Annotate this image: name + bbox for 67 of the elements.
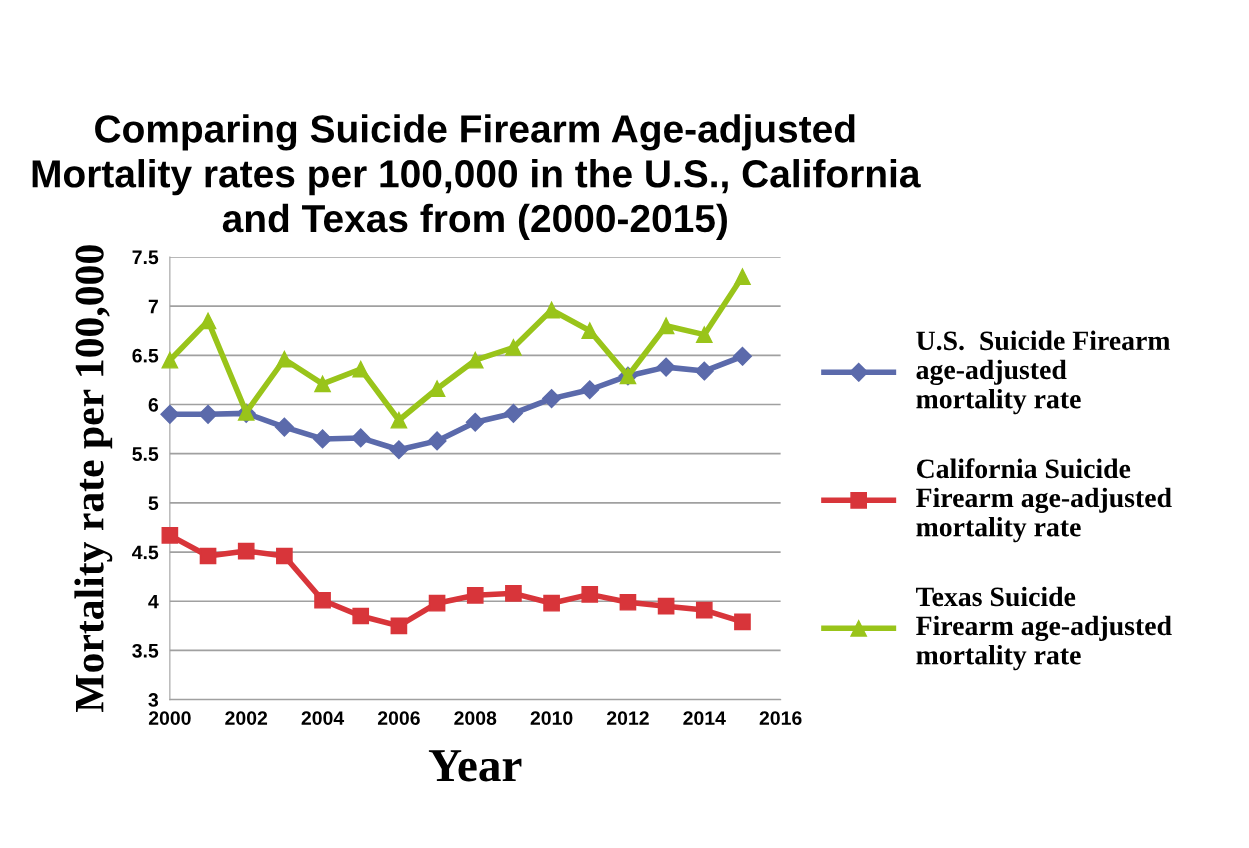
point: [657, 317, 675, 335]
point: [543, 301, 560, 319]
y-axis-title: Mortality rate per 100,000: [74, 245, 113, 713]
point: [581, 586, 599, 603]
point: [352, 607, 370, 625]
point: [465, 412, 485, 432]
point: [314, 591, 331, 609]
point: [352, 360, 370, 378]
y-tick-label: 6: [148, 397, 159, 412]
point: [732, 346, 752, 366]
y-tick-label: 4.5: [132, 545, 159, 560]
point: [161, 351, 179, 369]
point: [695, 601, 713, 619]
point: [505, 339, 522, 356]
y-tick-label: 5.5: [132, 447, 159, 461]
legend-label: Texas Suicide Firearm age-adjusted mortality rate: [916, 586, 1172, 671]
y-tick-label: 4: [148, 594, 159, 609]
y-tick-label: 3.5: [132, 643, 159, 658]
point: [619, 593, 637, 611]
x-tick-label: 2010: [530, 711, 573, 725]
point: [580, 380, 600, 400]
point: [466, 351, 484, 369]
point: [161, 526, 179, 544]
point: [694, 361, 714, 381]
x-axis-title: Year: [428, 750, 522, 782]
x-tick-label: 2016: [759, 711, 802, 725]
y-tick-label: 7.5: [132, 250, 159, 265]
point: [276, 350, 293, 368]
point: [542, 389, 562, 409]
point: [581, 322, 599, 340]
point: [734, 613, 751, 631]
point: [314, 375, 331, 393]
point: [428, 594, 446, 612]
point: [199, 547, 217, 565]
point: [160, 404, 180, 424]
y-tick-label: 6.5: [132, 348, 159, 363]
point: [656, 357, 676, 377]
point: [237, 542, 255, 560]
point: [657, 597, 675, 615]
x-tick-label: 2008: [454, 711, 497, 725]
x-tick-label: 2004: [301, 711, 345, 725]
y-tick-label: 5: [148, 496, 159, 511]
point: [351, 428, 371, 448]
point: [313, 429, 333, 449]
point: [390, 617, 408, 635]
x-tick-label: 2014: [683, 711, 726, 725]
point: [427, 431, 447, 451]
point: [390, 411, 408, 429]
point: [695, 326, 713, 343]
point: [734, 268, 751, 285]
x-tick-label: 2002: [225, 711, 268, 725]
point: [503, 403, 523, 423]
x-tick-label: 2012: [606, 711, 649, 725]
point: [276, 547, 293, 565]
x-tick-label: 2006: [377, 711, 420, 725]
point: [466, 586, 484, 604]
legend-label: U.S. Suicide Firearm age-adjusted mortality rate: [916, 330, 1171, 415]
y-tick-label: 7: [148, 299, 158, 314]
x-tick-label: 2000: [148, 711, 191, 725]
point: [389, 440, 409, 460]
y-tick-label: 3: [148, 693, 159, 707]
point: [274, 417, 294, 437]
point: [543, 594, 560, 612]
point: [505, 585, 522, 602]
chart-title: Comparing Suicide Firearm Age-adjusted Mortality rates per 100,000 in the U.S., California and Texas from (2000-2015): [32, 114, 921, 241]
legend-label: California Suicide Firearm age-adjusted mortality rate: [916, 458, 1172, 543]
point: [198, 404, 218, 424]
